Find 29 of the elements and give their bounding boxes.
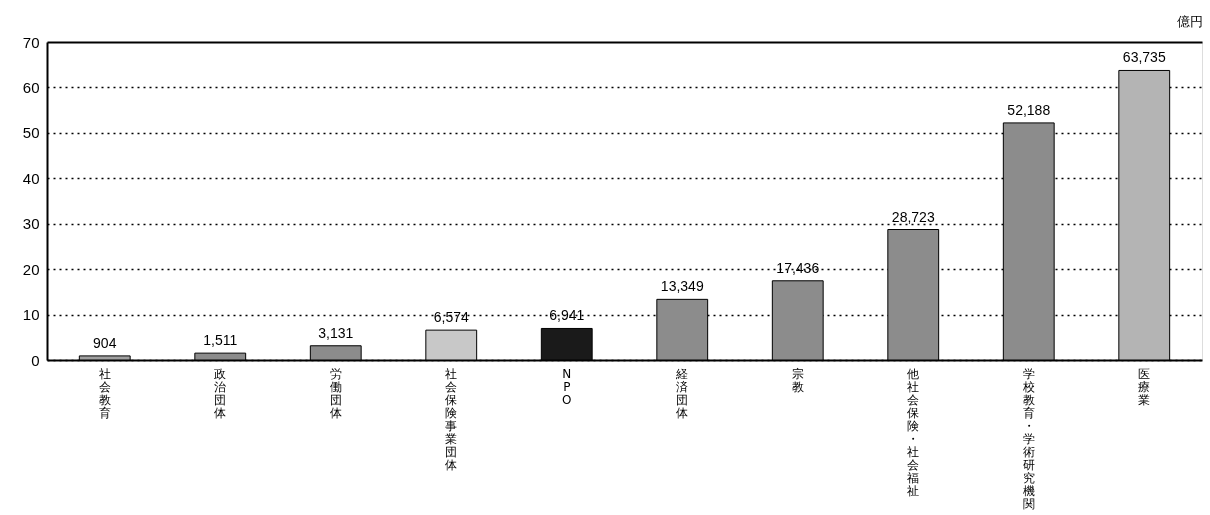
- y-tick-label: 30: [22, 215, 40, 233]
- x-tick-label: 政治団体: [214, 366, 227, 420]
- y-tick-label: 50: [22, 124, 40, 142]
- y-tick-label: 10: [22, 306, 40, 324]
- annotation: 63,735: [1122, 49, 1166, 66]
- y-tick-label: 40: [22, 169, 40, 187]
- y-tick-label: 70: [22, 33, 40, 51]
- y-tick-label: 0: [31, 351, 40, 369]
- y-axis-title: 億円: [1176, 13, 1203, 29]
- y-tick-label: 60: [22, 78, 40, 96]
- category-label: 学校教育・学術研究機関: [1022, 366, 1035, 511]
- annotation: 6,941: [549, 307, 585, 324]
- annotation: 52,188: [1007, 101, 1051, 118]
- x-tick-label: 社会保険事業団体: [445, 366, 458, 472]
- annotation: 28,723: [891, 208, 935, 225]
- x-tick-label: 社会教育: [98, 366, 111, 420]
- annotation: 1,511: [203, 332, 238, 349]
- annotation: 904: [93, 334, 117, 351]
- annotation: 17,436: [776, 259, 820, 276]
- y-tick-label: 20: [22, 260, 40, 278]
- x-tick-label: 経済団体: [675, 366, 689, 420]
- x-tick-label: NPO: [562, 366, 572, 407]
- x-tick-label: 労働団体: [329, 366, 342, 420]
- x-tick-label: 医療業: [1138, 366, 1151, 407]
- annotation: 6,574: [433, 309, 469, 326]
- category-label: 他社会保険・社会福祉: [907, 366, 920, 498]
- annotation: 3,131: [318, 324, 354, 341]
- annotation: 13,349: [660, 278, 704, 295]
- x-tick-label: 宗教: [791, 366, 804, 394]
